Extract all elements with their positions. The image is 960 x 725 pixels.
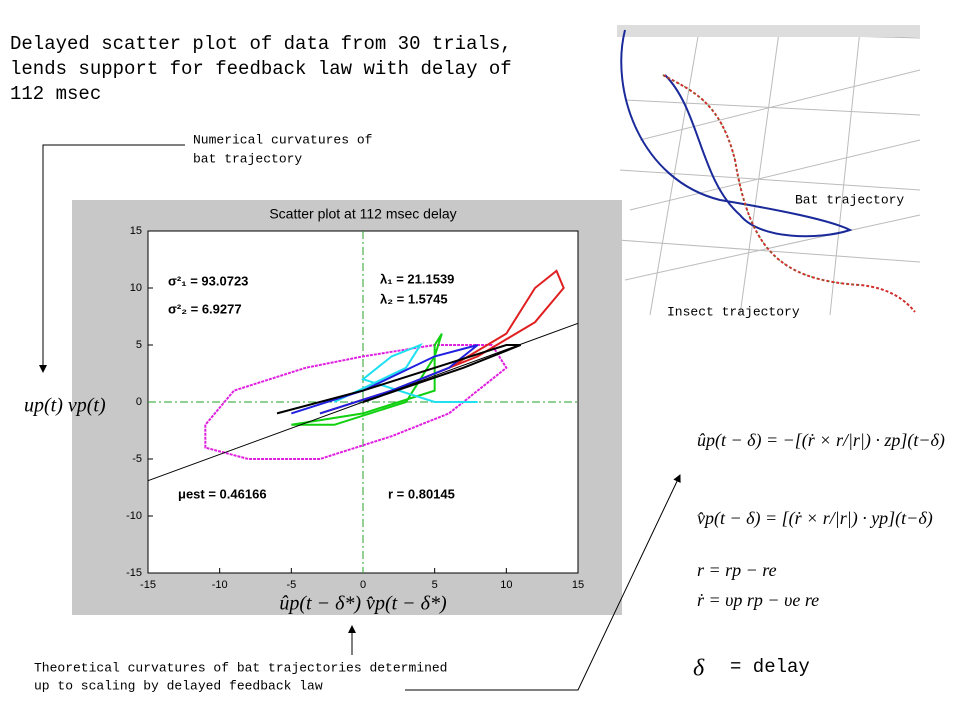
x-tick-label: -5 (286, 579, 296, 591)
y-tick-label: -5 (132, 453, 142, 465)
y-tick-label: 5 (136, 339, 142, 351)
inset-label: Bat trajectory (795, 192, 904, 207)
trajectory-inset (617, 24, 921, 316)
arrow (405, 474, 681, 691)
chart-title: Scatter plot at 112 msec delay (269, 206, 456, 222)
note: bat trajectory (193, 151, 302, 166)
heading: Delayed scatter plot of data from 30 tri… (10, 33, 512, 55)
equation: r = rp − re (697, 560, 777, 580)
equation: ûp(t − δ) = −[(ṙ × r/|r|) · zp](t−δ) (697, 430, 945, 451)
delay-label: = delay (730, 656, 810, 678)
note: up to scaling by delayed feedback law (34, 678, 323, 693)
series-line (204, 344, 508, 460)
x-axis-label: ûp(t − δ*) v̂p(t − δ*) (279, 593, 447, 615)
y-tick-label: -10 (126, 510, 142, 522)
x-tick-label: -15 (140, 579, 156, 591)
annotation: μest = 0.46166 (178, 486, 267, 501)
annotation: σ²₂ = 6.9277 (168, 301, 242, 316)
x-tick-label: 10 (500, 579, 512, 591)
note: Numerical curvatures of (193, 132, 372, 147)
y-tick-label: 15 (130, 225, 142, 237)
annotation: λ₁ = 21.1539 (380, 271, 454, 286)
annotation: λ₂ = 1.5745 (380, 291, 448, 306)
series-line (147, 322, 579, 482)
equation: v̂p(t − δ) = [(ṙ × r/|r|) · yp](t−δ) (697, 508, 933, 529)
y-tick-label: 10 (130, 282, 142, 294)
delta-symbol: δ (693, 656, 705, 682)
y-tick-label: -15 (126, 567, 142, 579)
x-tick-label: 15 (572, 579, 584, 591)
annotation: σ²₁ = 93.0723 (168, 273, 248, 288)
heading: lends support for feedback law with dela… (10, 58, 512, 80)
series-line (291, 333, 443, 426)
equation: ṙ = υp rp − υe re (697, 590, 819, 610)
series-line (276, 344, 522, 415)
heading: 112 msec (10, 83, 101, 105)
note: Theoretical curvatures of bat trajectori… (34, 660, 447, 675)
y-tick-label: 0 (136, 396, 142, 408)
x-tick-label: 0 (360, 579, 366, 591)
annotation: r = 0.80145 (388, 486, 455, 501)
y-axis-label: up(t) vp(t) (24, 395, 106, 417)
arrow (39, 144, 185, 373)
x-tick-label: 5 (432, 579, 438, 591)
x-tick-label: -10 (212, 579, 228, 591)
inset-label: Insect trajectory (667, 304, 800, 319)
series-line (333, 342, 478, 403)
